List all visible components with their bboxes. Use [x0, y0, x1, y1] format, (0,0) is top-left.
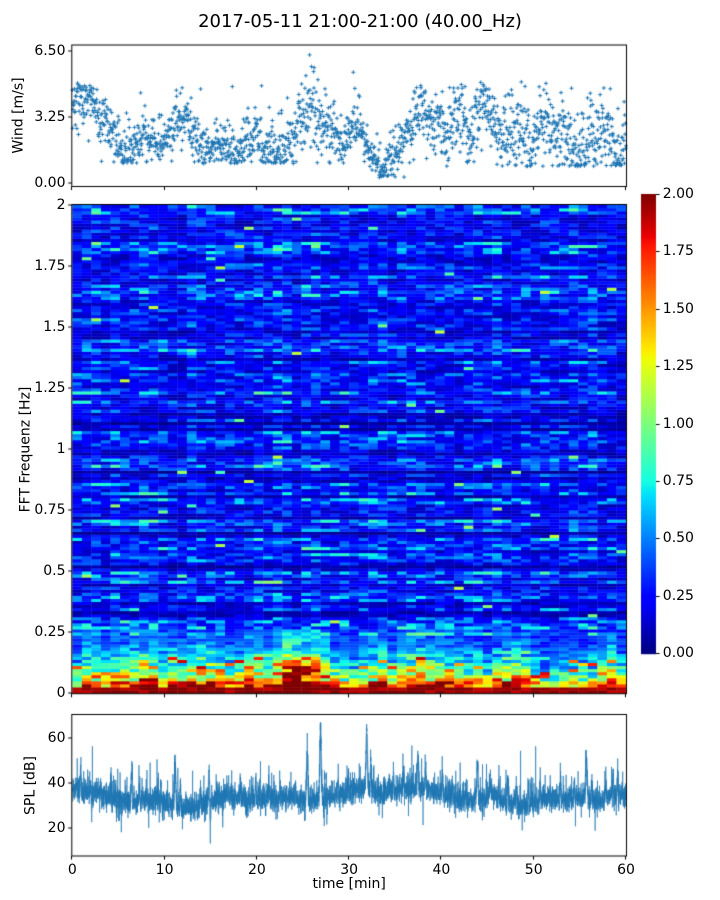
- colorbar-tick-label: 1.25: [662, 358, 694, 375]
- wind-ytick-label: 3.25: [34, 109, 66, 126]
- colorbar-tick-label: 1.75: [662, 243, 694, 260]
- colorbar-tick-label: 0.75: [662, 472, 694, 489]
- time-xtick-label: 50: [524, 862, 543, 879]
- wind-ytick-label: 6.50: [34, 43, 66, 60]
- fft-ytick-label: 0: [56, 685, 66, 702]
- spl-axis-ylabel: SPL [dB]: [22, 755, 39, 815]
- fft-ytick-label: 1: [56, 441, 66, 458]
- spl-ytick-label: 60: [47, 729, 66, 746]
- spl-ytick-label: 20: [47, 820, 66, 837]
- colorbar-tick-label: 0.00: [662, 645, 694, 661]
- fft-ytick-label: 0.5: [43, 563, 66, 580]
- spl-ytick-label: 40: [47, 774, 66, 791]
- time-xtick-label: 30: [340, 862, 359, 879]
- fft-ytick-label: 1.5: [43, 319, 66, 336]
- fft-axis-ylabel: FFT Frequenz [Hz]: [17, 386, 34, 512]
- fft-ytick-label: 2: [56, 197, 66, 213]
- colorbar-tick-label: 0.25: [662, 587, 694, 604]
- colorbar-tick-label: 0.50: [662, 530, 694, 547]
- time-axis-xlabel: time [min]: [312, 876, 386, 892]
- fft-ytick-label: 0.75: [34, 502, 66, 519]
- fft-ytick-label: 1.25: [34, 380, 66, 397]
- wind-axis-ylabel: Wind [m/s]: [10, 77, 27, 154]
- time-xtick-label: 60: [617, 862, 635, 879]
- fft-ytick-label: 0.25: [34, 624, 66, 641]
- time-xtick-label: 40: [432, 862, 451, 879]
- fft-ytick-label: 1.75: [34, 258, 66, 275]
- figure-title: 2017-05-11 21:00-21:00 (40.00_Hz): [198, 11, 522, 32]
- time-xtick-label: 20: [247, 862, 266, 879]
- time-xtick-label: 10: [155, 862, 174, 879]
- time-xtick-label: 0: [67, 862, 77, 879]
- wind-ytick-label: 0.00: [34, 174, 66, 191]
- colorbar-tick-label: 2.00: [662, 186, 694, 202]
- colorbar-tick-label: 1.00: [662, 415, 694, 432]
- colorbar-tick-label: 1.50: [662, 300, 694, 317]
